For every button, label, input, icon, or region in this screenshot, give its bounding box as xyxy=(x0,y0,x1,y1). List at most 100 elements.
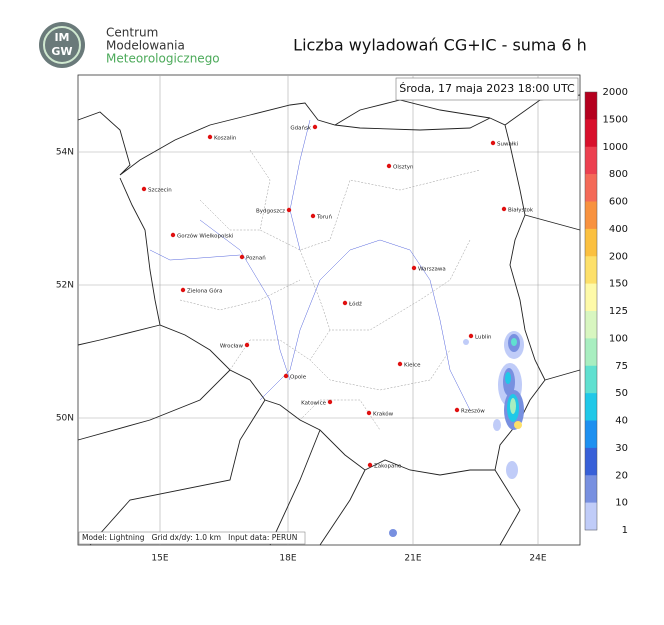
city-label: Warszawa xyxy=(418,267,446,273)
logo-ring xyxy=(43,26,81,64)
city-label: Suwałki xyxy=(497,142,519,148)
city-dot xyxy=(366,410,372,416)
footer-box xyxy=(78,531,306,545)
colorbar-segment xyxy=(585,420,597,449)
lon-label: 15E xyxy=(151,554,168,564)
city-dot xyxy=(283,373,289,379)
colorbar-label: 125 xyxy=(609,306,628,317)
colorbar-segment xyxy=(585,283,597,312)
colorbar-label: 20 xyxy=(615,470,628,481)
lat-label: 52N xyxy=(56,281,74,291)
colorbar-segment xyxy=(585,256,597,284)
colorbar-label: 400 xyxy=(609,224,628,235)
rivers xyxy=(149,119,471,411)
colorbar-label: 30 xyxy=(615,443,628,454)
colorbar-label: 1500 xyxy=(603,114,628,125)
colorbar-label: 100 xyxy=(609,333,628,344)
city-label: Rzeszów xyxy=(461,408,485,415)
logo-text: GW xyxy=(51,45,72,58)
date-box xyxy=(395,77,579,101)
city-dot xyxy=(141,186,147,192)
lon-label: 18E xyxy=(279,554,296,564)
colorbar-label: 150 xyxy=(609,279,628,290)
colorbar-segment xyxy=(585,119,597,148)
city-dot xyxy=(180,287,186,293)
city-label: Wrocław xyxy=(220,344,244,350)
city-dot xyxy=(239,254,245,260)
colorbar: 2000 1500 1000 800 600 400 200 150 125 100 75 50 40 3… xyxy=(584,87,628,536)
city-label: Białystok xyxy=(508,208,534,214)
lat-label: 54N xyxy=(56,148,74,158)
colorbar-label: 1 xyxy=(622,525,628,536)
city-label: Zielona Góra xyxy=(187,288,222,295)
lat-label: 50N xyxy=(56,414,74,424)
map: Koszalin Gdańsk Suwałki Olsztyn Szczecin Bydg… xyxy=(77,74,581,546)
city-dot xyxy=(411,265,417,271)
city-label: Olsztyn xyxy=(393,165,414,171)
city-label: Gdańsk xyxy=(290,125,311,132)
colorbar-segment xyxy=(585,311,597,339)
city-label: Katowice xyxy=(301,401,326,407)
city-label: Łódź xyxy=(348,301,362,308)
colorbar-segment xyxy=(585,365,597,394)
city-label: Szczecin xyxy=(148,188,172,194)
city-label: Kraków xyxy=(373,411,394,418)
colorbar-segment xyxy=(585,338,597,367)
city-label: Kielce xyxy=(404,363,421,369)
city-label: Koszalin xyxy=(214,136,237,142)
city-dot xyxy=(468,333,474,339)
cities: Koszalin Gdańsk Suwałki Olsztyn Szczecin Bydg… xyxy=(141,124,534,470)
colorbar-segment xyxy=(585,228,597,257)
colorbar-segment xyxy=(585,92,597,120)
city-dot xyxy=(454,407,460,413)
city-dot xyxy=(312,124,318,130)
colorbar-label: 600 xyxy=(609,197,628,208)
lon-label: 21E xyxy=(404,554,421,564)
date-label: Środa, 17 maja 2023 18:00 UTC xyxy=(399,82,575,95)
city-label: Bydgoszcz xyxy=(256,209,285,215)
logo-text: IM xyxy=(54,31,69,44)
colorbar-segment xyxy=(585,146,597,175)
city-dot xyxy=(286,207,292,213)
city-dot xyxy=(327,399,333,405)
city-label: Zakopane xyxy=(374,464,402,470)
lon-label: 24E xyxy=(529,554,546,564)
colorbar-segment xyxy=(585,174,597,202)
colorbar-segment xyxy=(585,201,597,230)
colorbar-label: 75 xyxy=(615,361,628,372)
colorbar-label: 800 xyxy=(609,169,628,180)
city-dot xyxy=(367,462,373,468)
map-frame xyxy=(77,74,581,546)
graticule xyxy=(78,75,580,545)
borders xyxy=(77,94,581,546)
org-name: Meteorologicznego xyxy=(106,52,220,66)
city-dot xyxy=(310,213,316,219)
city-dot xyxy=(386,163,392,169)
city-dot xyxy=(244,342,250,348)
city-dot xyxy=(342,300,348,306)
logo-circle xyxy=(39,22,85,68)
city-label: Poznań xyxy=(246,255,266,262)
city-label: Gorzów Wielkopolski xyxy=(177,233,234,240)
city-dot xyxy=(501,206,507,212)
colorbar-label: 200 xyxy=(609,251,628,262)
colorbar-label: 10 xyxy=(615,498,628,509)
city-label: Lublin xyxy=(475,335,492,341)
colorbar-segment xyxy=(585,502,597,531)
lightning xyxy=(389,331,524,537)
colorbar-segment xyxy=(585,393,597,421)
city-label: Toruń xyxy=(316,214,333,221)
city-dot xyxy=(490,140,496,146)
org-name: Centrum xyxy=(106,26,158,40)
colorbar-segment xyxy=(585,475,597,503)
city-dot xyxy=(207,134,213,140)
city-label: Opole xyxy=(290,375,307,381)
colorbar-segment xyxy=(585,447,597,476)
city-dot xyxy=(170,232,176,238)
city-dot xyxy=(397,361,403,367)
colorbar-label: 50 xyxy=(615,388,628,399)
org-name: Modelowania xyxy=(106,39,185,53)
map-title: Liczba wyladowań CG+IC - suma 6 h xyxy=(293,36,587,55)
colorbar-label: 2000 xyxy=(603,87,628,98)
